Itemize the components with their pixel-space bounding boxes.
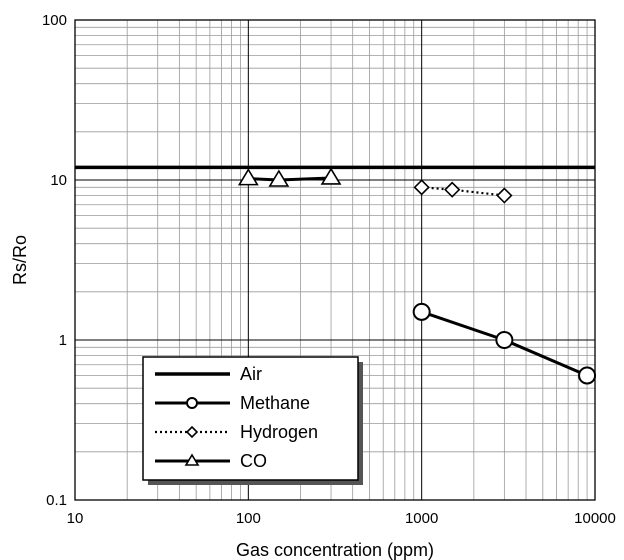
y-axis-title: Rs/Ro [10,235,30,285]
plot-frame [74,19,596,501]
x-tick-label: 100 [236,510,261,527]
y-tick-label: 1 [59,332,67,349]
y-tick-label: 100 [42,12,67,29]
data-point-triangle [184,453,200,466]
y-tick-label: 10 [50,172,67,189]
data-point-circle [578,366,597,385]
data-point-diamond [413,179,430,196]
x-axis-title: Gas concentration (ppm) [236,540,434,560]
y-tick-label: 0.1 [46,492,67,509]
series-hydrogen [413,179,513,204]
data-point-diamond [496,187,513,204]
data-point-circle [412,302,431,321]
legend-label: Hydrogen [240,422,318,442]
tick-labels: 10 100 1000 10000 0.1 1 10 100 [42,12,616,527]
x-tick-label: 10000 [574,510,616,527]
data-point-triangle [237,168,259,186]
series-methane [412,302,597,385]
legend-label: Air [240,364,262,384]
x-tick-label: 10 [67,510,84,527]
legend-item: CO [155,451,267,471]
data-point-diamond [185,425,199,439]
series-co [237,167,342,187]
x-tick-label: 1000 [405,510,438,527]
series-line-hydrogen [421,186,505,197]
data-point-circle [495,331,514,349]
series-layer [75,165,597,385]
legend-label: Methane [240,393,310,413]
legend-item: Methane [155,393,310,413]
legend-item: Hydrogen [155,422,318,442]
data-point-triangle [320,167,342,185]
data-point-diamond [444,181,461,198]
legend-item: Air [155,364,262,384]
legend-label: CO [240,451,267,471]
data-point-circle [186,397,198,409]
series-line-co [248,176,332,182]
legend: Air Methane Hydrogen CO [142,356,363,485]
data-point-triangle [268,169,290,187]
